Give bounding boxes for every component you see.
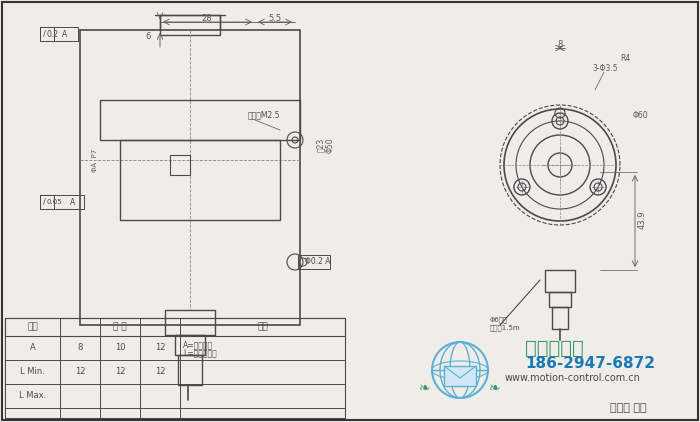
Text: 43.9: 43.9: [638, 211, 647, 229]
Text: ❧: ❧: [419, 381, 430, 395]
Bar: [40, 195, 54, 209]
Bar: [40, 27, 78, 41]
Text: 10: 10: [115, 344, 125, 352]
Text: ∕: ∕: [43, 197, 46, 206]
Text: L=连接轴长度: L=连接轴长度: [183, 348, 217, 357]
Text: 说明: 说明: [257, 322, 268, 332]
Text: 0.2: 0.2: [46, 30, 58, 38]
Text: R4: R4: [620, 54, 630, 62]
Text: 代码: 代码: [27, 322, 38, 332]
Text: www.motion-control.com.cn: www.motion-control.com.cn: [505, 373, 641, 383]
Text: 12: 12: [155, 368, 165, 376]
Text: Φ60: Φ60: [632, 111, 648, 119]
Bar: [120, 140, 280, 220]
Text: 12: 12: [115, 368, 125, 376]
Bar: [178, 355, 202, 385]
Text: ∕: ∕: [43, 30, 46, 38]
Text: Φ6电缆: Φ6电缆: [490, 316, 508, 323]
Bar: [549, 292, 571, 307]
Text: ΦA  P7: ΦA P7: [92, 149, 98, 172]
Text: Φ50: Φ50: [326, 137, 335, 153]
Bar: [160, 15, 220, 35]
Text: 0.05: 0.05: [46, 199, 62, 205]
Text: 28: 28: [202, 14, 212, 22]
Text: A: A: [62, 30, 68, 38]
Text: L Max.: L Max.: [19, 392, 46, 400]
Bar: [165, 310, 215, 335]
Text: Φ0.2 A: Φ0.2 A: [305, 257, 330, 267]
Text: A: A: [29, 344, 36, 352]
Text: A=连接轴径: A=连接轴径: [183, 340, 213, 349]
Text: 8: 8: [77, 344, 83, 352]
Text: 西安德伍拓: 西安德伍拓: [525, 338, 584, 357]
Text: 尺 寸: 尺 寸: [113, 322, 127, 332]
Bar: [40, 27, 54, 41]
Bar: [5, 318, 345, 418]
Bar: [40, 195, 84, 209]
Text: 3-Φ3.5: 3-Φ3.5: [592, 63, 618, 73]
Bar: [298, 255, 330, 269]
Text: ❧: ❧: [489, 381, 500, 395]
Text: 186-2947-6872: 186-2947-6872: [525, 357, 655, 371]
Bar: [80, 30, 300, 325]
Text: 标准长1.5m: 标准长1.5m: [490, 325, 521, 331]
Text: 8: 8: [557, 40, 563, 49]
Bar: [444, 366, 476, 386]
Text: 单位： 毫米: 单位： 毫米: [610, 403, 647, 413]
Bar: [545, 270, 575, 292]
Bar: [5, 318, 345, 336]
Bar: [552, 307, 568, 329]
Text: ΢23: ΢23: [316, 138, 325, 152]
Text: A: A: [71, 197, 76, 206]
Text: 12: 12: [75, 368, 85, 376]
Bar: [100, 100, 300, 140]
Bar: [170, 155, 190, 175]
Text: 12: 12: [155, 344, 165, 352]
Text: 5.5: 5.5: [268, 14, 281, 22]
Text: 内六角M2.5: 内六角M2.5: [248, 111, 281, 119]
Text: L Min.: L Min.: [20, 368, 45, 376]
Bar: [175, 335, 205, 355]
Text: 6: 6: [146, 32, 150, 41]
